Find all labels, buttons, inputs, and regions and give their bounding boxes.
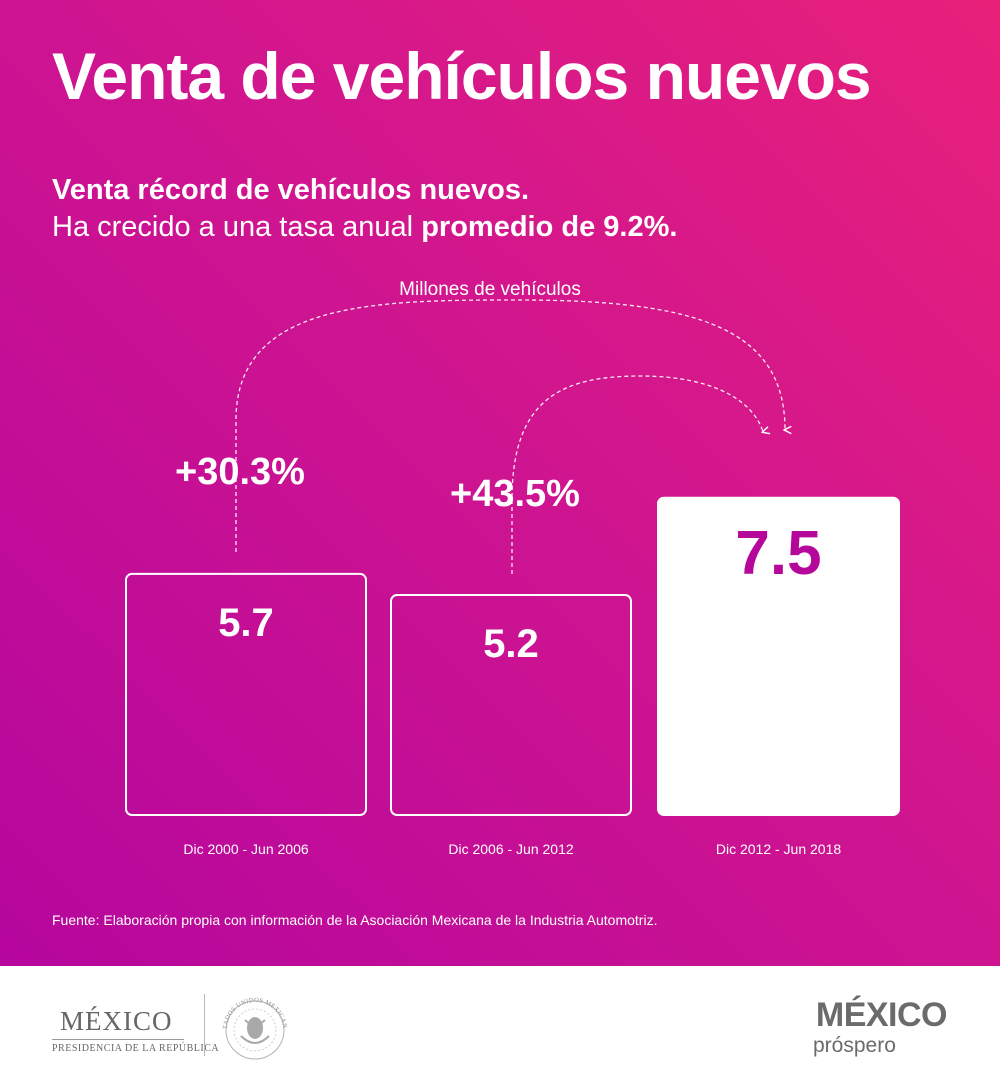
growth-arrow-2 <box>511 375 763 574</box>
footer-divider <box>204 994 205 1056</box>
subtitle-headline: Venta récord de vehículos nuevos. <box>52 174 530 206</box>
brand-logo-text: MÉXICO <box>815 996 948 1034</box>
subtitle: Venta récord de vehículos nuevos. Ha cre… <box>52 172 677 246</box>
subtitle-highlight: promedio de 9.2%. <box>421 211 678 243</box>
infographic-banner: Venta de vehículos nuevos Venta récord d… <box>0 0 1000 966</box>
page-title: Venta de vehículos nuevos <box>52 39 872 113</box>
bar-2 <box>390 594 632 816</box>
bar-1 <box>125 572 367 817</box>
bars-group: 5.7 Dic 2000 - Jun 2006 5.2 Dic 2006 - Jun … <box>125 496 900 857</box>
annotation-label-1: +30.3% <box>175 451 305 493</box>
subtitle-text: Ha crecido a una tasa anual <box>52 211 422 243</box>
category-label-3: Dic 2012 - Jun 2018 <box>716 841 842 857</box>
bar-value-label-1: 5.7 <box>218 601 274 645</box>
category-label-2: Dic 2006 - Jun 2012 <box>448 841 574 857</box>
growth-arrow-1 <box>235 299 785 552</box>
government-logo-text: MÉXICO <box>60 1006 173 1036</box>
government-logo-subtitle: PRESIDENCIA DE LA REPÚBLICA <box>52 1043 220 1054</box>
subtitle-line: Ha crecido a una tasa anual promedio de … <box>52 209 677 246</box>
national-seal-icon: ESTADOS UNIDOS MEXICANOS <box>216 992 288 1060</box>
government-logo-rule <box>52 1039 184 1040</box>
bar-value-label-3: 7.5 <box>735 519 821 588</box>
annotation-label-2: +43.5% <box>450 473 580 515</box>
category-label-1: Dic 2000 - Jun 2006 <box>183 841 309 857</box>
bar-chart: Millones de vehículos 5.7 Dic 2000 - Jun … <box>125 279 900 857</box>
footer: MÉXICO PRESIDENCIA DE LA REPÚBLICA ESTAD… <box>0 966 1000 1089</box>
unit-label: Millones de vehículos <box>399 279 581 300</box>
source-note: Fuente: Elaboración propia con informaci… <box>52 912 658 928</box>
bar-value-label-2: 5.2 <box>483 622 539 666</box>
brand-logo-subtitle: próspero <box>813 1034 896 1057</box>
bar-3 <box>657 496 900 816</box>
